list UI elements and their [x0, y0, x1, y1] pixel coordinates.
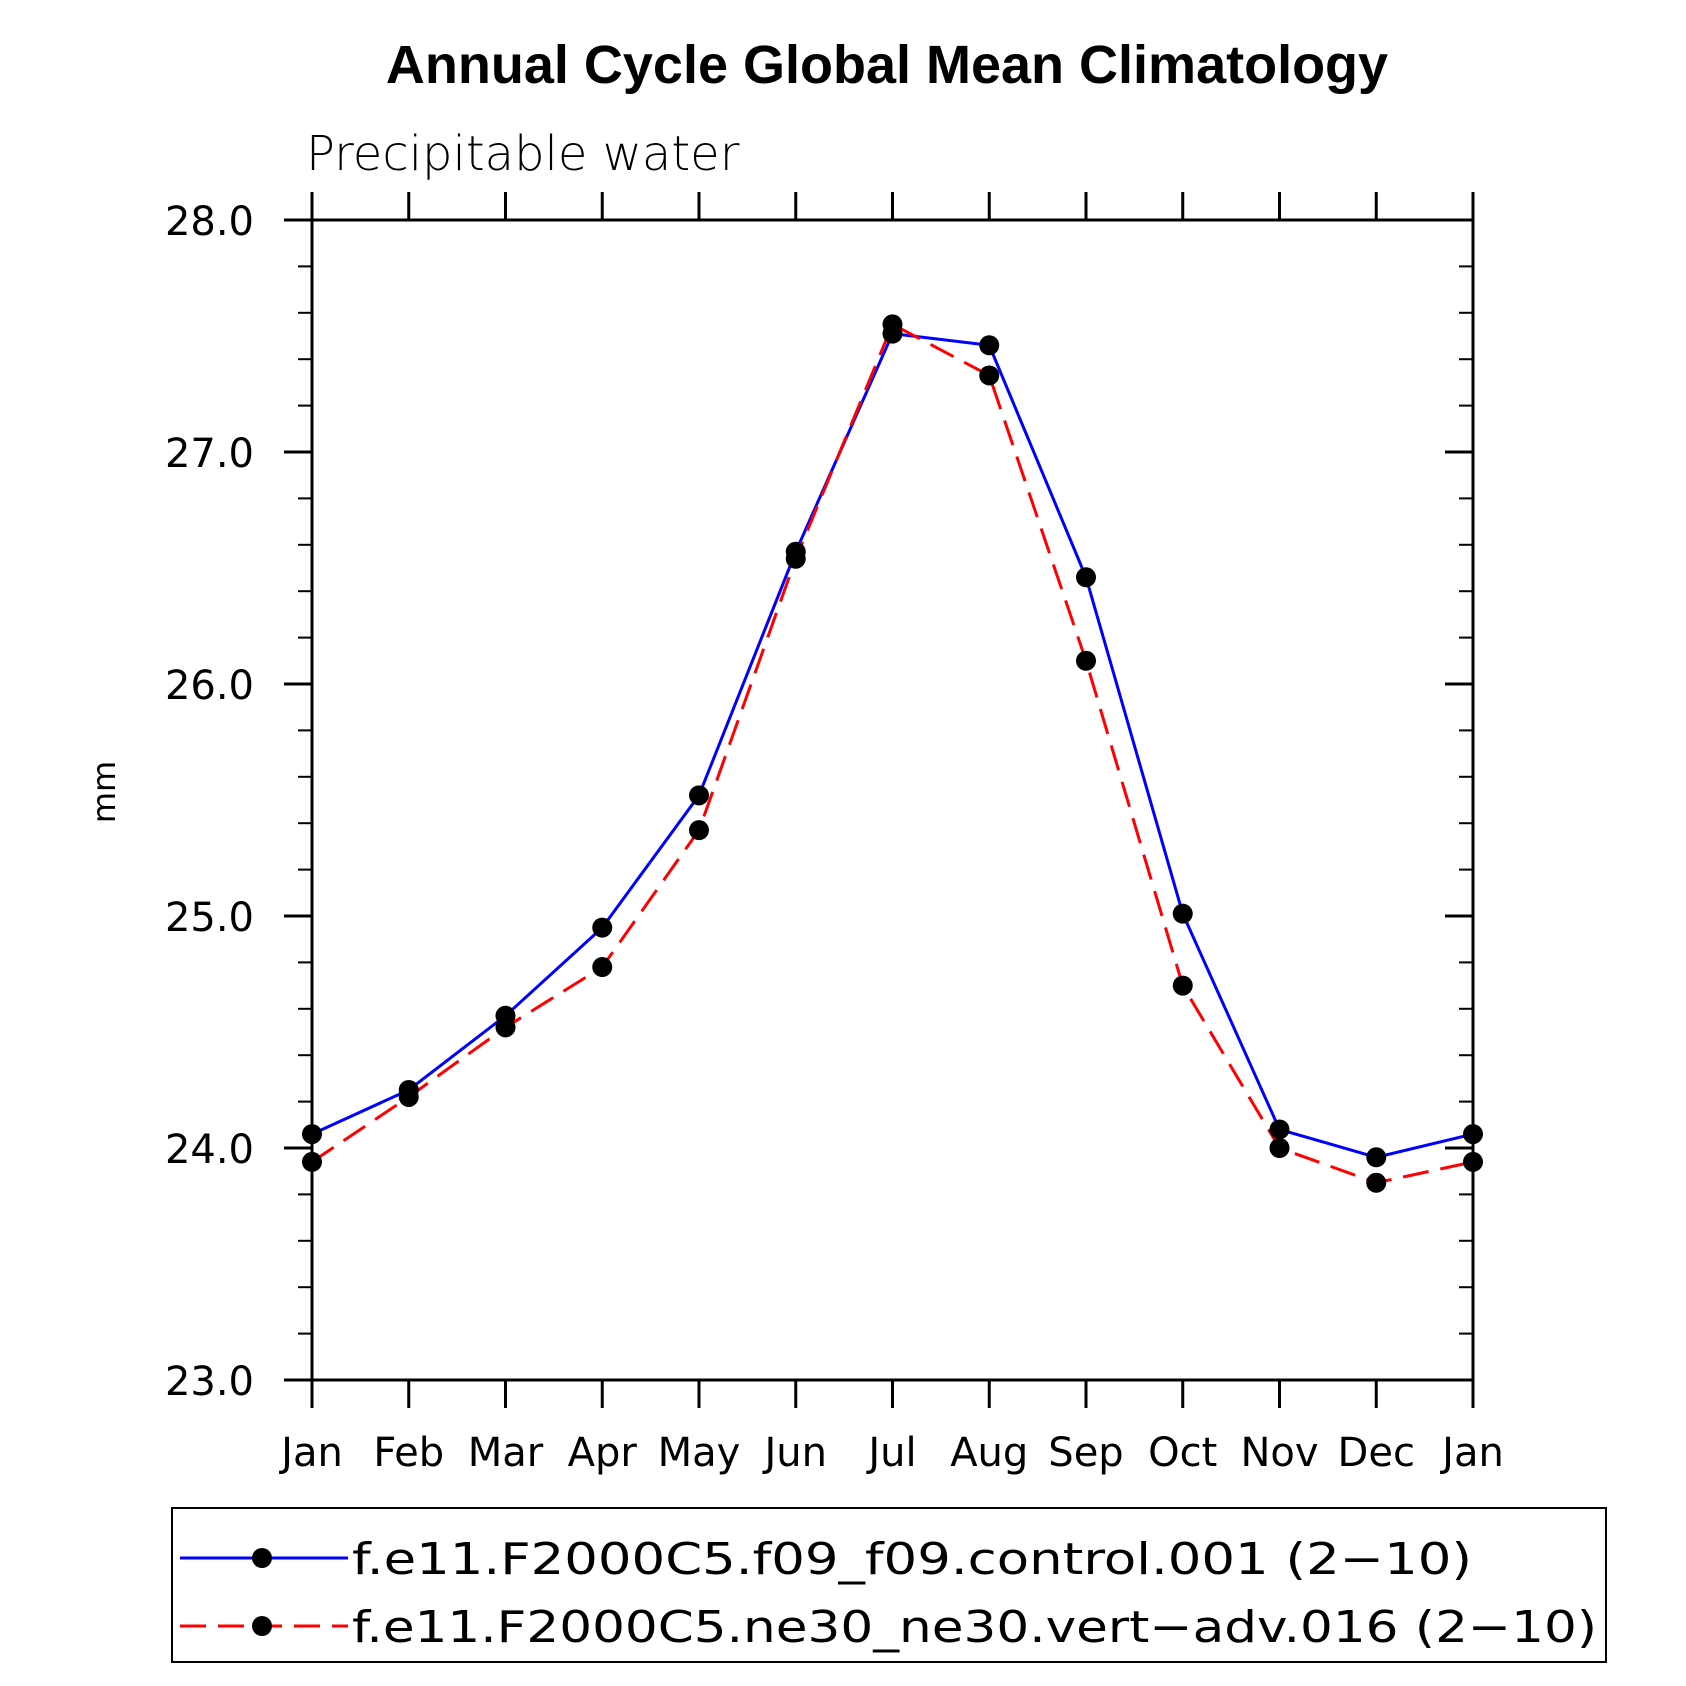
series-1-point	[1172, 903, 1193, 924]
legend-box	[171, 1507, 1607, 1663]
plot-frame	[310, 218, 1475, 1382]
series-2-point	[785, 548, 806, 569]
x-tick-label: Sep	[1048, 1430, 1123, 1476]
x-tick-label: Jul	[865, 1430, 916, 1476]
series-1-point	[1366, 1147, 1387, 1168]
series-1-point	[1076, 567, 1096, 588]
y-tick-label: 25.0	[165, 895, 254, 941]
chart-title: Annual Cycle Global Mean Climatology	[386, 35, 1388, 95]
x-tick-label: Mar	[468, 1430, 544, 1476]
series-1-point	[979, 335, 1000, 356]
series-1-point	[592, 917, 613, 938]
x-tick-label: Apr	[568, 1430, 638, 1476]
series-1-point	[1463, 1124, 1483, 1145]
series-2-point	[302, 1151, 322, 1172]
y-tick-label: 26.0	[165, 663, 254, 709]
series-2-point	[1269, 1138, 1290, 1158]
y-tick-label: 23.0	[165, 1359, 254, 1405]
x-tick-label: Oct	[1148, 1430, 1217, 1476]
series-2-point	[1172, 975, 1193, 996]
x-tick-label: May	[658, 1430, 741, 1476]
y-tick-label: 27.0	[165, 431, 254, 477]
y-axis-label: mm	[85, 761, 123, 823]
legend-label-2: f.e11.F2000C5.ne30_ne30.vert−adv.016 (2−…	[352, 1602, 1597, 1653]
series-2-point	[398, 1086, 419, 1107]
series-1-point	[1269, 1119, 1290, 1140]
series-2-point	[882, 314, 903, 335]
legend-marker-1	[252, 1548, 272, 1568]
series-2-point	[1076, 650, 1096, 671]
y-tick-label: 28.0	[165, 199, 254, 245]
series-1-point	[689, 785, 709, 806]
x-tick-label: Nov	[1240, 1430, 1318, 1476]
chart-subtitle: Precipitable water	[306, 126, 740, 182]
series-2-point	[1463, 1151, 1483, 1172]
y-tick-label: 24.0	[165, 1127, 254, 1173]
series-2-point	[495, 1017, 516, 1038]
series-1-point	[302, 1124, 322, 1145]
x-tick-label: Dec	[1338, 1430, 1415, 1476]
series-2-point	[592, 957, 613, 978]
series-2-point	[689, 820, 709, 841]
series-line-2	[311, 322, 1474, 1185]
x-tick-label: Feb	[373, 1430, 444, 1476]
legend-marker-2	[252, 1616, 272, 1636]
x-tick-label: Jun	[762, 1430, 828, 1476]
x-tick-label: Aug	[950, 1430, 1028, 1476]
x-tick-label: Jan	[278, 1430, 343, 1476]
series-line-1	[311, 332, 1474, 1159]
legend-label-1: f.e11.F2000C5.f09_f09.control.001 (2−10)	[352, 1534, 1472, 1585]
series-2-point	[1366, 1172, 1387, 1193]
series-2-point	[979, 365, 1000, 386]
x-tick-label: Jan	[1439, 1430, 1504, 1476]
